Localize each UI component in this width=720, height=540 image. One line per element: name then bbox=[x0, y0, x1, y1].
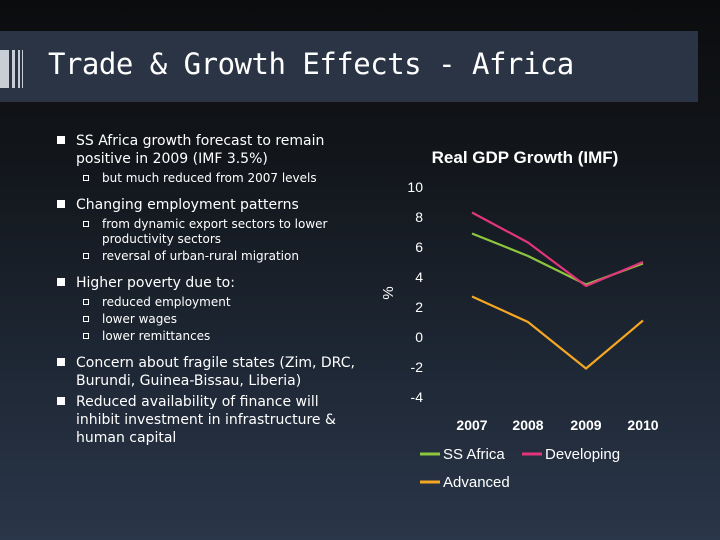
title-bar bbox=[0, 31, 698, 102]
hollow-square-bullet-icon bbox=[83, 299, 89, 305]
bullet-text: Concern about fragile states (Zim, DRC, … bbox=[76, 355, 355, 389]
bullet-text: Higher poverty due to: bbox=[76, 275, 235, 291]
y-tick-label: 0 bbox=[415, 329, 423, 345]
bullet-text: SS Africa growth forecast to remain posi… bbox=[76, 133, 325, 167]
y-tick-label: -2 bbox=[411, 359, 424, 375]
y-tick-label: -4 bbox=[411, 389, 424, 405]
series-line-ss-africa bbox=[471, 232, 644, 286]
y-tick-label: 4 bbox=[415, 269, 423, 285]
legend-label-ss-africa: SS Africa bbox=[443, 446, 505, 463]
sub-bullet-text: but much reduced from 2007 levels bbox=[102, 171, 317, 185]
bullet-list: SS Africa growth forecast to remain posi… bbox=[56, 132, 361, 450]
title-decoration-icon bbox=[0, 50, 23, 88]
legend-label-developing: Developing bbox=[545, 446, 620, 463]
series-line-developing bbox=[471, 211, 644, 288]
sub-bullet-item: reversal of urban-rural migration bbox=[56, 249, 361, 264]
sub-bullet-text: lower wages bbox=[102, 312, 178, 326]
bullet-item: Concern about fragile states (Zim, DRC, … bbox=[56, 354, 361, 390]
sub-bullet-text: from dynamic export sectors to lower pro… bbox=[102, 217, 328, 246]
hollow-square-bullet-icon bbox=[83, 175, 89, 181]
square-bullet-icon bbox=[57, 136, 65, 144]
x-tick-label: 2009 bbox=[570, 417, 601, 433]
x-tick-label: 2010 bbox=[627, 417, 658, 433]
legend-label-advanced: Advanced bbox=[443, 474, 510, 491]
bullet-item: Reduced availability of finance will inh… bbox=[56, 393, 361, 447]
sub-bullet-item: lower wages bbox=[56, 312, 361, 327]
series-line-advanced bbox=[471, 295, 644, 370]
square-bullet-icon bbox=[57, 358, 65, 366]
hollow-square-bullet-icon bbox=[83, 333, 89, 339]
bullet-text: Changing employment patterns bbox=[76, 197, 299, 213]
square-bullet-icon bbox=[57, 200, 65, 208]
hollow-square-bullet-icon bbox=[83, 221, 89, 227]
sub-bullet-item: reduced employment bbox=[56, 295, 361, 310]
y-tick-label: 6 bbox=[415, 239, 423, 255]
bullet-text: Reduced availability of finance will inh… bbox=[76, 394, 336, 446]
sub-bullet-item: from dynamic export sectors to lower pro… bbox=[56, 217, 361, 247]
sub-bullet-text: reduced employment bbox=[102, 295, 231, 309]
bullet-item: Higher poverty due to: bbox=[56, 274, 361, 292]
gdp-growth-chart: Real GDP Growth (IMF) % 10 8 6 4 2 0 -2 -4 2007 2… bbox=[380, 148, 659, 491]
x-tick-label: 2008 bbox=[512, 417, 543, 433]
square-bullet-icon bbox=[57, 397, 65, 405]
y-tick-label: 10 bbox=[407, 179, 423, 195]
y-axis-label: % bbox=[380, 286, 397, 299]
hollow-square-bullet-icon bbox=[83, 316, 89, 322]
bullet-item: SS Africa growth forecast to remain posi… bbox=[56, 132, 361, 168]
slide-title: Trade & Growth Effects - Africa bbox=[48, 47, 574, 81]
chart-title: Real GDP Growth (IMF) bbox=[432, 148, 619, 167]
x-tick-label: 2007 bbox=[456, 417, 487, 433]
sub-bullet-item: but much reduced from 2007 levels bbox=[56, 171, 361, 186]
y-tick-label: 8 bbox=[415, 209, 423, 225]
sub-bullet-text: reversal of urban-rural migration bbox=[102, 249, 299, 263]
y-tick-label: 2 bbox=[415, 299, 423, 315]
square-bullet-icon bbox=[57, 278, 65, 286]
sub-bullet-item: lower remittances bbox=[56, 329, 361, 344]
hollow-square-bullet-icon bbox=[83, 253, 89, 259]
sub-bullet-text: lower remittances bbox=[102, 329, 211, 343]
bullet-item: Changing employment patterns bbox=[56, 196, 361, 214]
